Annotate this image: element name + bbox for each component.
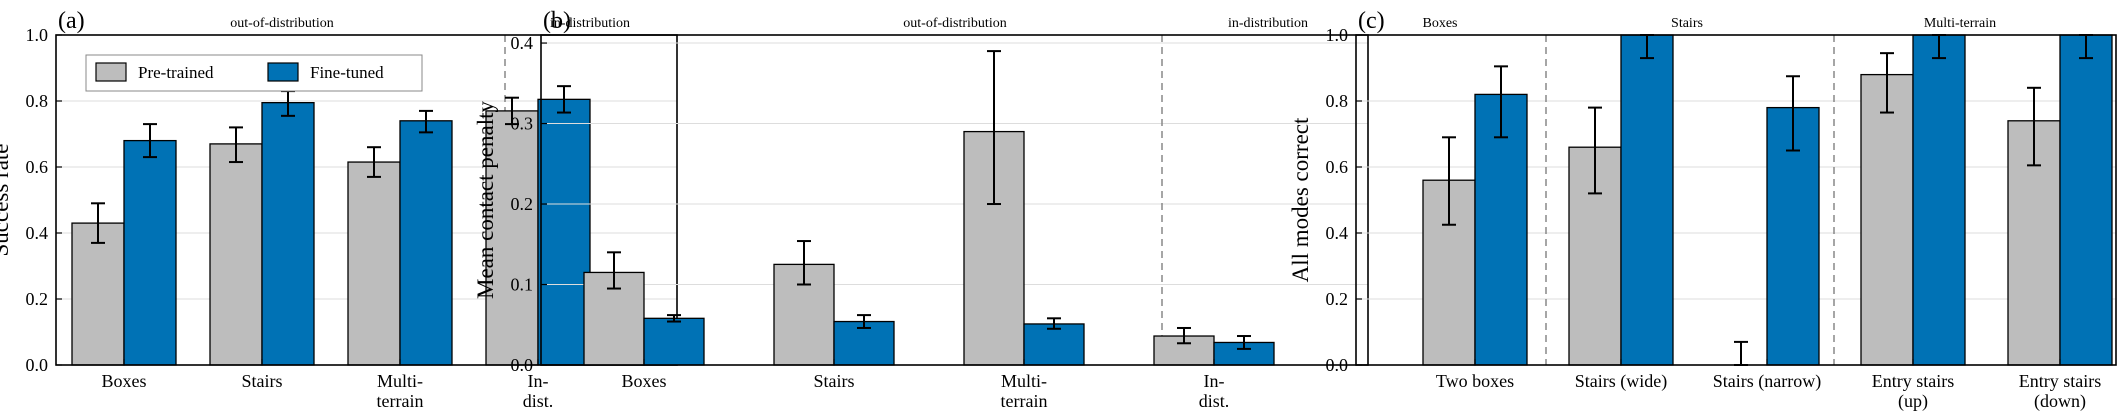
x-tick-label: (up) [1898, 391, 1928, 412]
plot-frame [540, 34, 1369, 366]
x-tick-label: Boxes [622, 371, 667, 391]
x-tick-label: dist. [1199, 391, 1230, 411]
x-tick-label: Stairs (wide) [1575, 371, 1667, 392]
legend-swatch-pretrained [95, 62, 127, 82]
y-tick-label: 0.6 [26, 157, 49, 177]
section-label: Stairs [1671, 16, 1703, 31]
y-tick-label: 0.4 [26, 223, 49, 243]
x-tick-label: Stairs [241, 371, 282, 391]
legend-label-pretrained: Pre-trained [138, 63, 214, 82]
bar-pretrained [71, 222, 125, 366]
section-label: Boxes [1423, 16, 1458, 31]
y-axis-label: Success rate [0, 143, 13, 256]
y-tick-label: 1.0 [26, 25, 49, 45]
bar-finetuned [399, 120, 453, 366]
x-tick-label: terrain [377, 391, 424, 411]
y-tick-label: 0.2 [26, 289, 49, 309]
bar-finetuned [2059, 34, 2113, 366]
y-tick-label: 0.6 [1326, 157, 1349, 177]
panel-label: (b) [543, 8, 571, 34]
y-tick-label: 0.2 [1326, 289, 1349, 309]
y-tick-label: 0.3 [511, 114, 534, 134]
y-tick-label: 0.2 [511, 194, 534, 214]
x-tick-label: Stairs (narrow) [1713, 371, 1821, 392]
x-tick-label: dist. [523, 391, 554, 411]
bar-finetuned [643, 317, 705, 366]
y-tick-label: 0.1 [511, 275, 534, 295]
bar-pretrained [209, 143, 263, 366]
x-tick-label: Entry stairs [2019, 371, 2102, 391]
y-axis-label: Mean contact penalty [473, 101, 498, 299]
panel-label: (c) [1358, 8, 1385, 34]
chart-panel-3: 0.0 0.2 0.4 0.6 0.8 1.0 Boxes Stairs Multi-terra… [1288, 8, 2117, 412]
x-tick-label: Two boxes [1436, 371, 1514, 391]
section-label: out-of-distribution [903, 16, 1006, 31]
y-tick-label: 0.4 [511, 33, 534, 53]
chart-panel-2: 0.0 0.1 0.2 0.3 0.4 out-of-distribution in-dis… [473, 8, 1369, 411]
bar-pretrained [485, 110, 539, 366]
legend-label-finetuned: Fine-tuned [310, 63, 384, 82]
y-tick-label: 0.8 [26, 91, 49, 111]
bar-finetuned [261, 102, 315, 366]
bar-finetuned [537, 98, 591, 366]
bar-pretrained [347, 161, 401, 366]
y-tick-label: 0.4 [1326, 223, 1349, 243]
x-tick-label: (down) [2034, 391, 2086, 412]
section-label: Multi-terrain [1924, 16, 1996, 31]
bar-finetuned [1912, 34, 1966, 366]
y-tick-label: 0.0 [511, 355, 534, 375]
section-label: in-distribution [550, 16, 630, 31]
x-tick-label: In- [1204, 371, 1225, 391]
section-label: in-distribution [1228, 16, 1308, 31]
legend-box [85, 54, 423, 92]
x-tick-label: terrain [1001, 391, 1048, 411]
bar-finetuned [1474, 93, 1528, 366]
bar-finetuned [123, 139, 177, 366]
chart-panel-1: 0.0 0.2 0.4 0.6 0.8 1.0 out-of-distribution in-… [0, 8, 678, 411]
x-tick-label: Boxes [102, 371, 147, 391]
x-tick-label: In- [528, 371, 549, 391]
legend: Pre-trained Fine-tuned [85, 54, 423, 92]
legend-swatch-finetuned [267, 62, 299, 82]
x-tick-label: Multi- [1001, 371, 1047, 391]
x-tick-label: Entry stairs [1872, 371, 1955, 391]
bar-finetuned [1023, 323, 1085, 366]
y-tick-label: 1.0 [1326, 25, 1349, 45]
y-tick-label: 0.8 [1326, 91, 1349, 111]
bar-finetuned [1620, 34, 1674, 366]
section-label: out-of-distribution [230, 16, 333, 31]
y-axis-label: All modes correct [1288, 117, 1313, 282]
y-tick-label: 0.0 [1326, 355, 1349, 375]
x-tick-label: Multi- [377, 371, 423, 391]
panel-label: (a) [58, 8, 85, 34]
bar-pretrained [1860, 73, 1914, 366]
x-tick-label: Stairs [813, 371, 854, 391]
y-tick-label: 0.0 [26, 355, 49, 375]
plot-frame [55, 34, 678, 366]
plot-frame [1355, 34, 2117, 366]
